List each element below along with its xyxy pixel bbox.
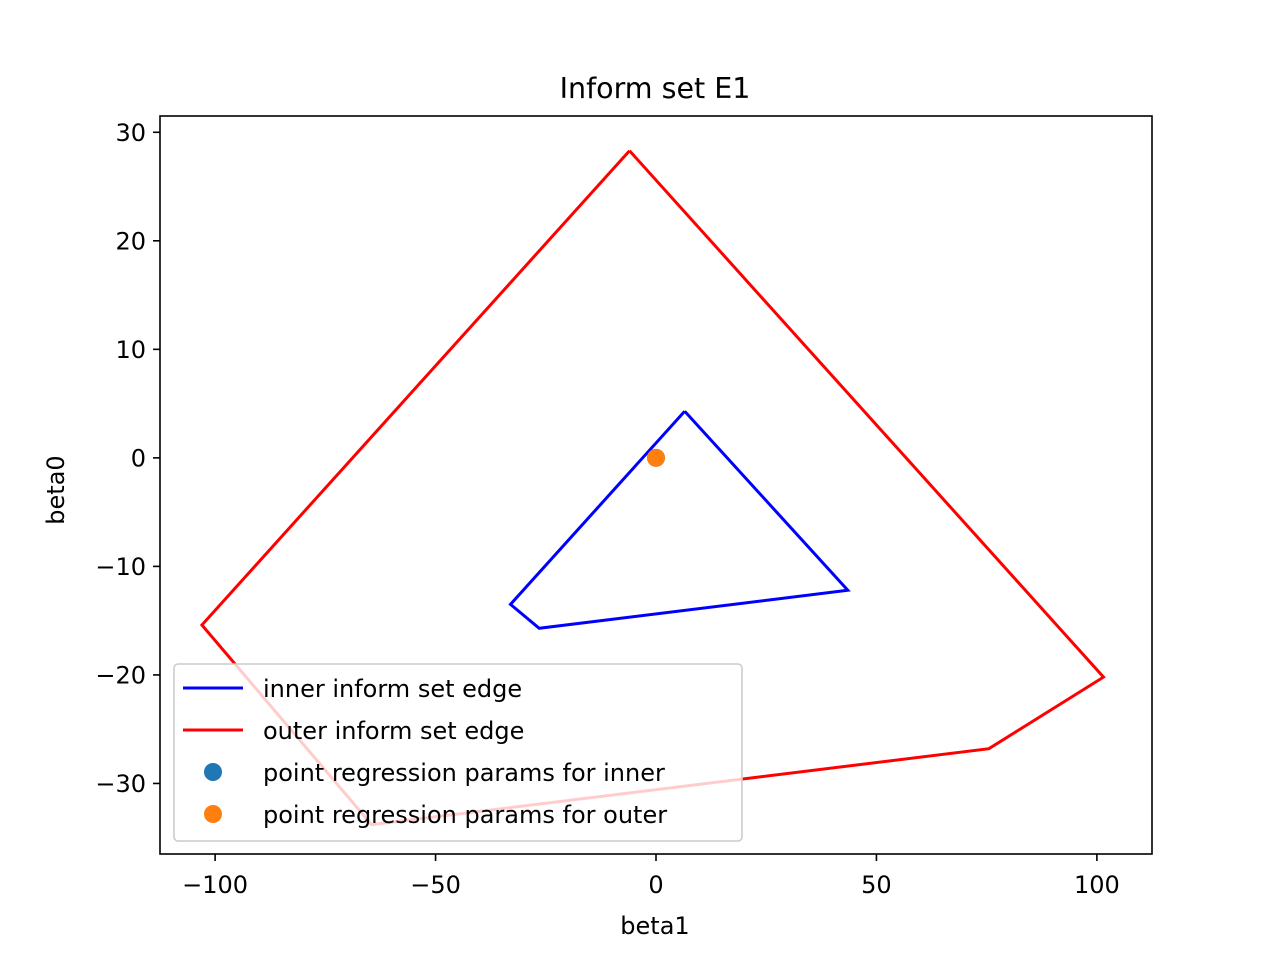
y-tick-label: 30 xyxy=(115,119,146,147)
x-tick-label: 100 xyxy=(1074,871,1120,899)
x-tick-label: 0 xyxy=(648,871,663,899)
y-tick-label: 0 xyxy=(131,444,146,472)
data-point-point-regression-params-for-outer xyxy=(647,448,665,467)
y-tick-label: −10 xyxy=(95,553,146,581)
y-tick-label: −20 xyxy=(95,661,146,689)
y-tick-label: 10 xyxy=(115,336,146,364)
x-tick-label: 50 xyxy=(861,871,892,899)
series-line-inner-inform-set-edge xyxy=(508,410,851,630)
x-tick-label: −100 xyxy=(182,871,248,899)
legend-label-inner-inform-set-edge: inner inform set edge xyxy=(263,675,522,703)
legend-swatch-point-regression-params-for-outer xyxy=(204,805,222,823)
legend-label-outer-inform-set-edge: outer inform set edge xyxy=(263,717,524,745)
y-axis-label: beta0 xyxy=(42,455,70,524)
x-tick-label: −50 xyxy=(410,871,461,899)
x-axis-label: beta1 xyxy=(620,912,689,940)
legend-swatch-point-regression-params-for-inner xyxy=(204,763,222,781)
legend: inner inform set edge outer inform set ed… xyxy=(173,663,743,842)
legend-label-point-regression-params-for-inner: point regression params for inner xyxy=(263,759,665,787)
chart-title: Inform set E1 xyxy=(560,72,751,105)
legend-frame xyxy=(173,663,743,842)
legend-label-point-regression-params-for-outer: point regression params for outer xyxy=(263,801,667,829)
y-tick-label: 20 xyxy=(115,227,146,255)
y-tick-label: −30 xyxy=(95,770,146,798)
